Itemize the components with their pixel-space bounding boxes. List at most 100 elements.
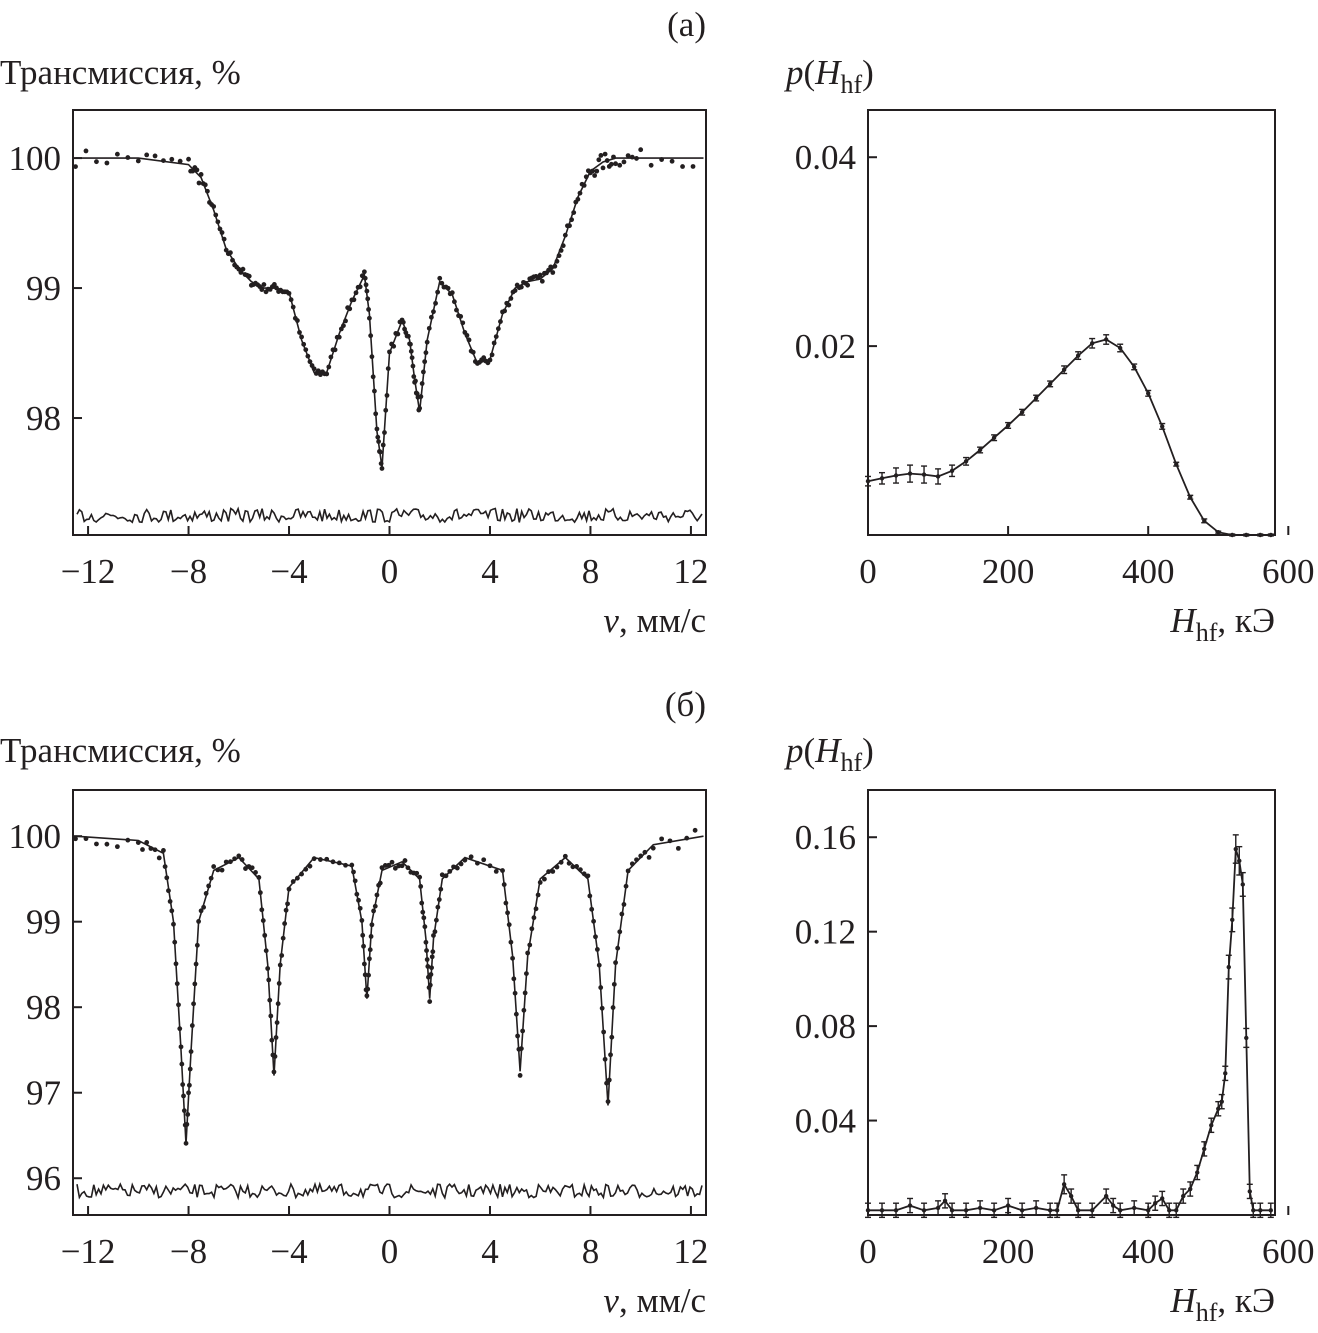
data-point [104,160,110,166]
data-point [1117,1208,1123,1213]
data-point [907,471,913,476]
chart-1: −12 −8 −4 0 4 8 12 98 99 100 Трансмиссия, % v, мм/с [0,53,708,640]
data-point [513,1011,519,1017]
data-point [282,921,288,926]
data-point [508,296,514,301]
data-point [276,981,282,986]
data-point [290,304,296,310]
y-tick-label: 0.02 [795,327,856,366]
data-point [1131,364,1137,370]
data-point [230,257,235,263]
data-point [567,223,572,229]
data-point [518,284,524,290]
data-point [405,865,411,871]
data-point [1146,391,1151,396]
data-point [186,1082,192,1088]
data-point [433,300,438,306]
data-point [402,858,408,863]
data-point [587,893,593,899]
data-point [1047,1208,1053,1213]
data-point [421,915,427,921]
x-tick-label: −12 [61,552,116,591]
data-point [522,990,528,996]
data-point [625,868,631,874]
data-point [368,333,374,339]
data-point [367,956,372,962]
data-point [1251,1208,1256,1213]
data-point [263,948,269,954]
data-point [259,907,265,913]
data-point [186,1090,191,1096]
data-point [267,997,273,1003]
data-point [638,853,644,859]
data-point [449,290,455,296]
data-point [73,836,78,842]
y-tick-label: 0.04 [795,138,856,177]
data-point [601,1029,607,1035]
data-point [198,908,204,914]
data-point [621,902,627,907]
data-point [445,285,451,291]
data-point [554,258,560,264]
data-point [273,1035,279,1040]
data-point [193,961,199,967]
data-point [525,950,531,956]
data-point [341,323,346,329]
data-point [426,325,432,331]
data-point [593,934,598,940]
data-point [421,369,426,375]
data-point [447,868,453,874]
data-point [458,861,464,867]
data-point [405,333,411,339]
data-point [395,331,401,337]
data-point [377,449,383,455]
data-point [629,861,635,867]
data-point [512,288,518,293]
data-point [249,865,255,871]
data-point [638,147,644,153]
data-point [275,1001,281,1007]
data-point [550,869,556,874]
data-point [470,349,476,355]
data-point [621,159,627,165]
data-point [424,339,430,345]
data-point [351,297,357,303]
data-point [144,152,150,158]
data-point [203,890,209,896]
data-point [1258,532,1263,538]
x-axis-unit: , мм/с [619,1281,706,1320]
x-tick-label: 200 [982,1232,1035,1271]
data-point [1153,1200,1158,1206]
x-axis-unit: , мм/с [619,601,706,640]
data-point [307,863,313,869]
y-tick-label: 99 [26,269,61,308]
data-point [428,314,434,320]
data-point [617,162,623,168]
data-point [591,918,596,924]
data-point [615,945,621,951]
data-point [611,981,617,987]
data-point [429,965,434,971]
data-point [502,308,508,314]
data-point [378,461,384,467]
data-point [352,878,358,884]
data-point [246,273,252,279]
x-axis-var: H [1169,601,1197,640]
data-point [506,302,512,308]
data-point [511,976,517,982]
data-point [156,855,162,861]
data-point [239,857,245,862]
data-point [410,363,416,369]
data-point [125,837,131,843]
data-point [221,236,227,242]
data-point [240,266,246,272]
data-point [546,869,551,875]
data-point [424,948,429,953]
data-point [569,217,575,223]
data-point [1019,410,1025,415]
data-point [865,478,871,484]
data-point [481,857,487,863]
data-point [690,164,696,169]
